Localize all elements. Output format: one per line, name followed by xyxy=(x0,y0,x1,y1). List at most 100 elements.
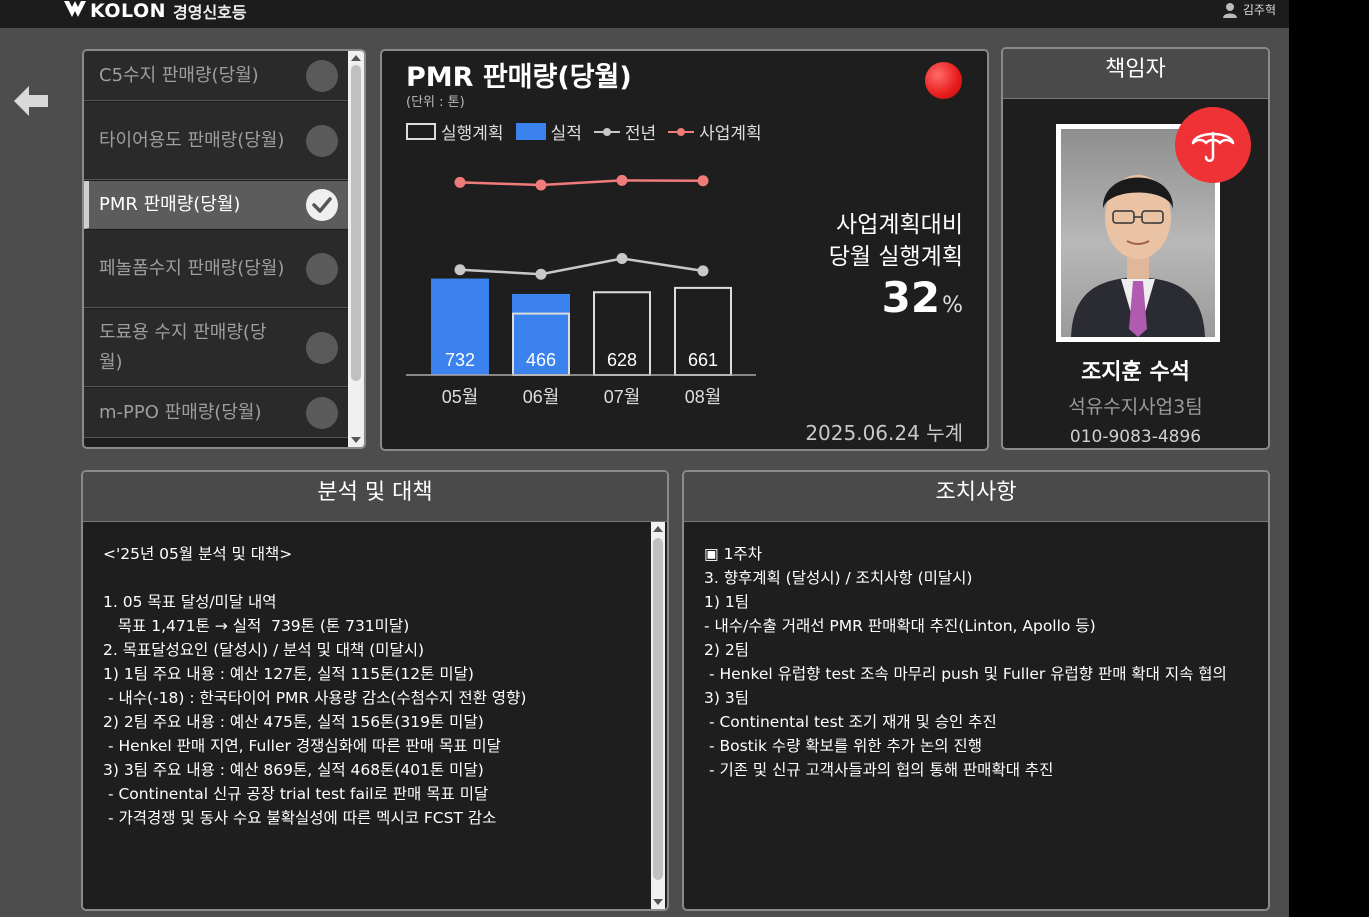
menu-scrollbar[interactable] xyxy=(348,51,364,447)
user-info[interactable]: 김주혁 xyxy=(1222,1,1276,18)
analysis-line: - Henkel 판매 지연, Fuller 경쟁심화에 따른 판매 목표 미달 xyxy=(103,737,501,755)
legend-swatch xyxy=(406,123,436,140)
action-line: - 내수/수출 거래선 PMR 판매확대 추진(Linton, Apollo 등… xyxy=(704,617,1096,635)
legend-label: 전년 xyxy=(624,124,657,144)
point-prev-year xyxy=(535,268,547,280)
ratio-unit: % xyxy=(942,293,963,318)
analysis-line xyxy=(103,566,641,590)
right-margin xyxy=(1289,0,1369,917)
top-bar: KOLON 경영신호등 김주혁 xyxy=(0,0,1289,28)
bar-line-chart: 732 05월 466 06월 628 07월 661 08월 xyxy=(406,174,756,407)
legend-swatch xyxy=(668,127,695,136)
legend-item-business-plan: 사업계획 xyxy=(668,119,762,144)
menu-item-tire[interactable]: 타이어용도 판매량(당월) xyxy=(84,102,350,180)
menu-item-label: C5수지 판매량(당월) xyxy=(99,64,259,86)
legend-swatch xyxy=(515,123,546,140)
owner-phone[interactable]: 010-9083-4896 xyxy=(1069,427,1202,447)
legend-label: 실적 xyxy=(550,124,582,144)
action-line: - 기존 및 신규 고객사들과의 협의 통해 판매확대 추진 xyxy=(704,761,1054,779)
menu-item-pmr[interactable]: PMR 판매량(당월) xyxy=(84,181,350,229)
legend-item-prev-year: 전년 xyxy=(593,119,657,144)
analysis-line: - 가격경쟁 및 동사 수요 불확실성에 따른 멕시코 FCST 감소 xyxy=(103,809,497,827)
action-line: 2) 2팀 xyxy=(704,641,749,659)
status-light-icon xyxy=(925,62,962,99)
umbrella-icon xyxy=(1175,107,1251,183)
x-tick-label: 08월 xyxy=(685,387,722,407)
status-dot xyxy=(306,396,338,429)
point-prev-year xyxy=(697,265,709,277)
point-business-plan xyxy=(697,175,709,187)
action-line: - Henkel 유럽향 test 조속 마무리 push 및 Fuller 유… xyxy=(704,665,1227,683)
check-icon xyxy=(306,188,338,221)
chart-date: 2025.06.24 누계 xyxy=(805,421,963,445)
analysis-line: 3) 3팀 주요 내용 : 예산 869톤, 실적 468톤(401톤 미달) xyxy=(103,761,484,779)
scroll-thumb[interactable] xyxy=(653,538,663,880)
menu-item-phenol[interactable]: 페놀폼수지 판매량(당월) xyxy=(84,230,350,308)
owner-panel: 책임자 조지훈 수석 석유수지사업3팀 010-9083-4896 xyxy=(1001,47,1270,450)
app-subtitle: 경영신호등 xyxy=(173,3,247,22)
action-line: - Continental test 조기 재개 및 승인 추진 xyxy=(704,713,997,731)
menu-item-label: PMR 판매량(당월) xyxy=(99,193,241,215)
action-line: ▣ 1주차 xyxy=(704,545,762,563)
action-line: 3) 3팀 xyxy=(704,689,749,707)
owner-header: 책임자 xyxy=(1003,49,1268,99)
scroll-thumb[interactable] xyxy=(351,65,361,381)
user-name: 김주혁 xyxy=(1242,3,1276,17)
analysis-line: <'25년 05월 분석 및 대책> xyxy=(103,545,293,563)
status-dot xyxy=(306,331,338,364)
menu-item-label: m-PPO 판매량(당월) xyxy=(99,401,262,423)
action-line: 1) 1팀 xyxy=(704,593,749,611)
scroll-up-icon[interactable] xyxy=(351,55,361,61)
analysis-line: - Continental 신규 공장 trial test fail로 판매 … xyxy=(103,785,489,803)
legend-label: 사업계획 xyxy=(699,124,762,144)
point-prev-year xyxy=(616,253,628,265)
point-business-plan xyxy=(454,176,466,188)
menu-item-c5[interactable]: C5수지 판매량(당월) xyxy=(84,51,350,101)
action-line: 3. 향후계획 (달성시) / 조치사항 (미달시) xyxy=(704,569,973,587)
legend-item-plan: 실행계획 xyxy=(406,119,504,144)
kolon-logo[interactable]: KOLON 경영신호등 xyxy=(64,0,247,22)
owner-name: 조지훈 수석 xyxy=(1081,360,1190,385)
legend-swatch xyxy=(593,127,620,136)
bar-value-label: 661 xyxy=(688,350,718,370)
ratio-number: 32 xyxy=(881,273,941,322)
ratio-label: 사업계획대비 당월 실행계획 xyxy=(829,209,963,273)
menu-item-label: 도료용 수지 판매량(당월) xyxy=(99,321,267,373)
bar-value-label: 628 xyxy=(607,350,637,370)
bar-actual xyxy=(512,293,570,375)
analysis-line: 목표 1,471톤 → 실적 739톤 (톤 731미달) xyxy=(103,617,410,635)
analysis-line: 2. 목표달성요인 (달성시) / 분석 및 대책 (미달시) xyxy=(103,641,425,659)
status-dot xyxy=(306,59,338,92)
back-arrow-icon[interactable] xyxy=(14,86,48,116)
ratio-label-line1: 사업계획대비 xyxy=(836,212,963,238)
menu-item-paint[interactable]: 도료용 수지 판매량(당월) xyxy=(84,309,350,387)
x-tick-label: 06월 xyxy=(523,387,560,407)
menu-item-mppo[interactable]: m-PPO 판매량(당월) xyxy=(84,388,350,438)
chart-legend: 실행계획 실적 전년 사업계획 xyxy=(406,119,774,144)
user-icon xyxy=(1222,2,1237,18)
line-prev-year xyxy=(459,257,704,276)
ratio-value: 32% xyxy=(882,273,963,322)
scroll-up-icon[interactable] xyxy=(653,526,663,532)
owner-team: 석유수지사업3팀 xyxy=(1068,396,1203,418)
bar-value-label: 466 xyxy=(526,350,556,370)
point-business-plan xyxy=(616,174,628,186)
analysis-panel: 분석 및 대책 <'25년 05월 분석 및 대책> 1. 05 목표 달성/미달… xyxy=(81,470,669,911)
analysis-scrollbar[interactable] xyxy=(651,522,665,909)
chart-unit: (단위 : 톤) xyxy=(406,95,465,110)
line-business-plan xyxy=(459,179,704,187)
legend-label: 실행계획 xyxy=(441,124,504,144)
scroll-down-icon[interactable] xyxy=(351,437,361,443)
chart-panel: PMR 판매량(당월) (단위 : 톤) 실행계획 실적 전년 사업계획 732… xyxy=(380,49,989,451)
action-text: ▣ 1주차 3. 향후계획 (달성시) / 조치사항 (미달시) 1) 1팀 - 내수… xyxy=(704,542,1254,782)
action-line: - Bostik 수량 확보를 위한 추가 논의 진행 xyxy=(704,737,982,755)
analysis-text: <'25년 05월 분석 및 대책> 1. 05 목표 달성/미달 내역 목표 1… xyxy=(103,542,641,830)
x-tick-label: 07월 xyxy=(604,387,641,407)
analysis-line: 1. 05 목표 달성/미달 내역 xyxy=(103,593,277,611)
action-panel: 조치사항 ▣ 1주차 3. 향후계획 (달성시) / 조치사항 (미달시) 1) 1… xyxy=(682,470,1270,911)
indicator-menu: C5수지 판매량(당월) 타이어용도 판매량(당월) PMR 판매량(당월) 페… xyxy=(82,49,366,449)
analysis-line: 1) 1팀 주요 내용 : 예산 127톤, 실적 115톤(12톤 미달) xyxy=(103,665,474,683)
scroll-down-icon[interactable] xyxy=(653,899,663,905)
point-business-plan xyxy=(535,179,547,191)
analysis-line: 2) 2팀 주요 내용 : 예산 475톤, 실적 156톤(319톤 미달) xyxy=(103,713,484,731)
